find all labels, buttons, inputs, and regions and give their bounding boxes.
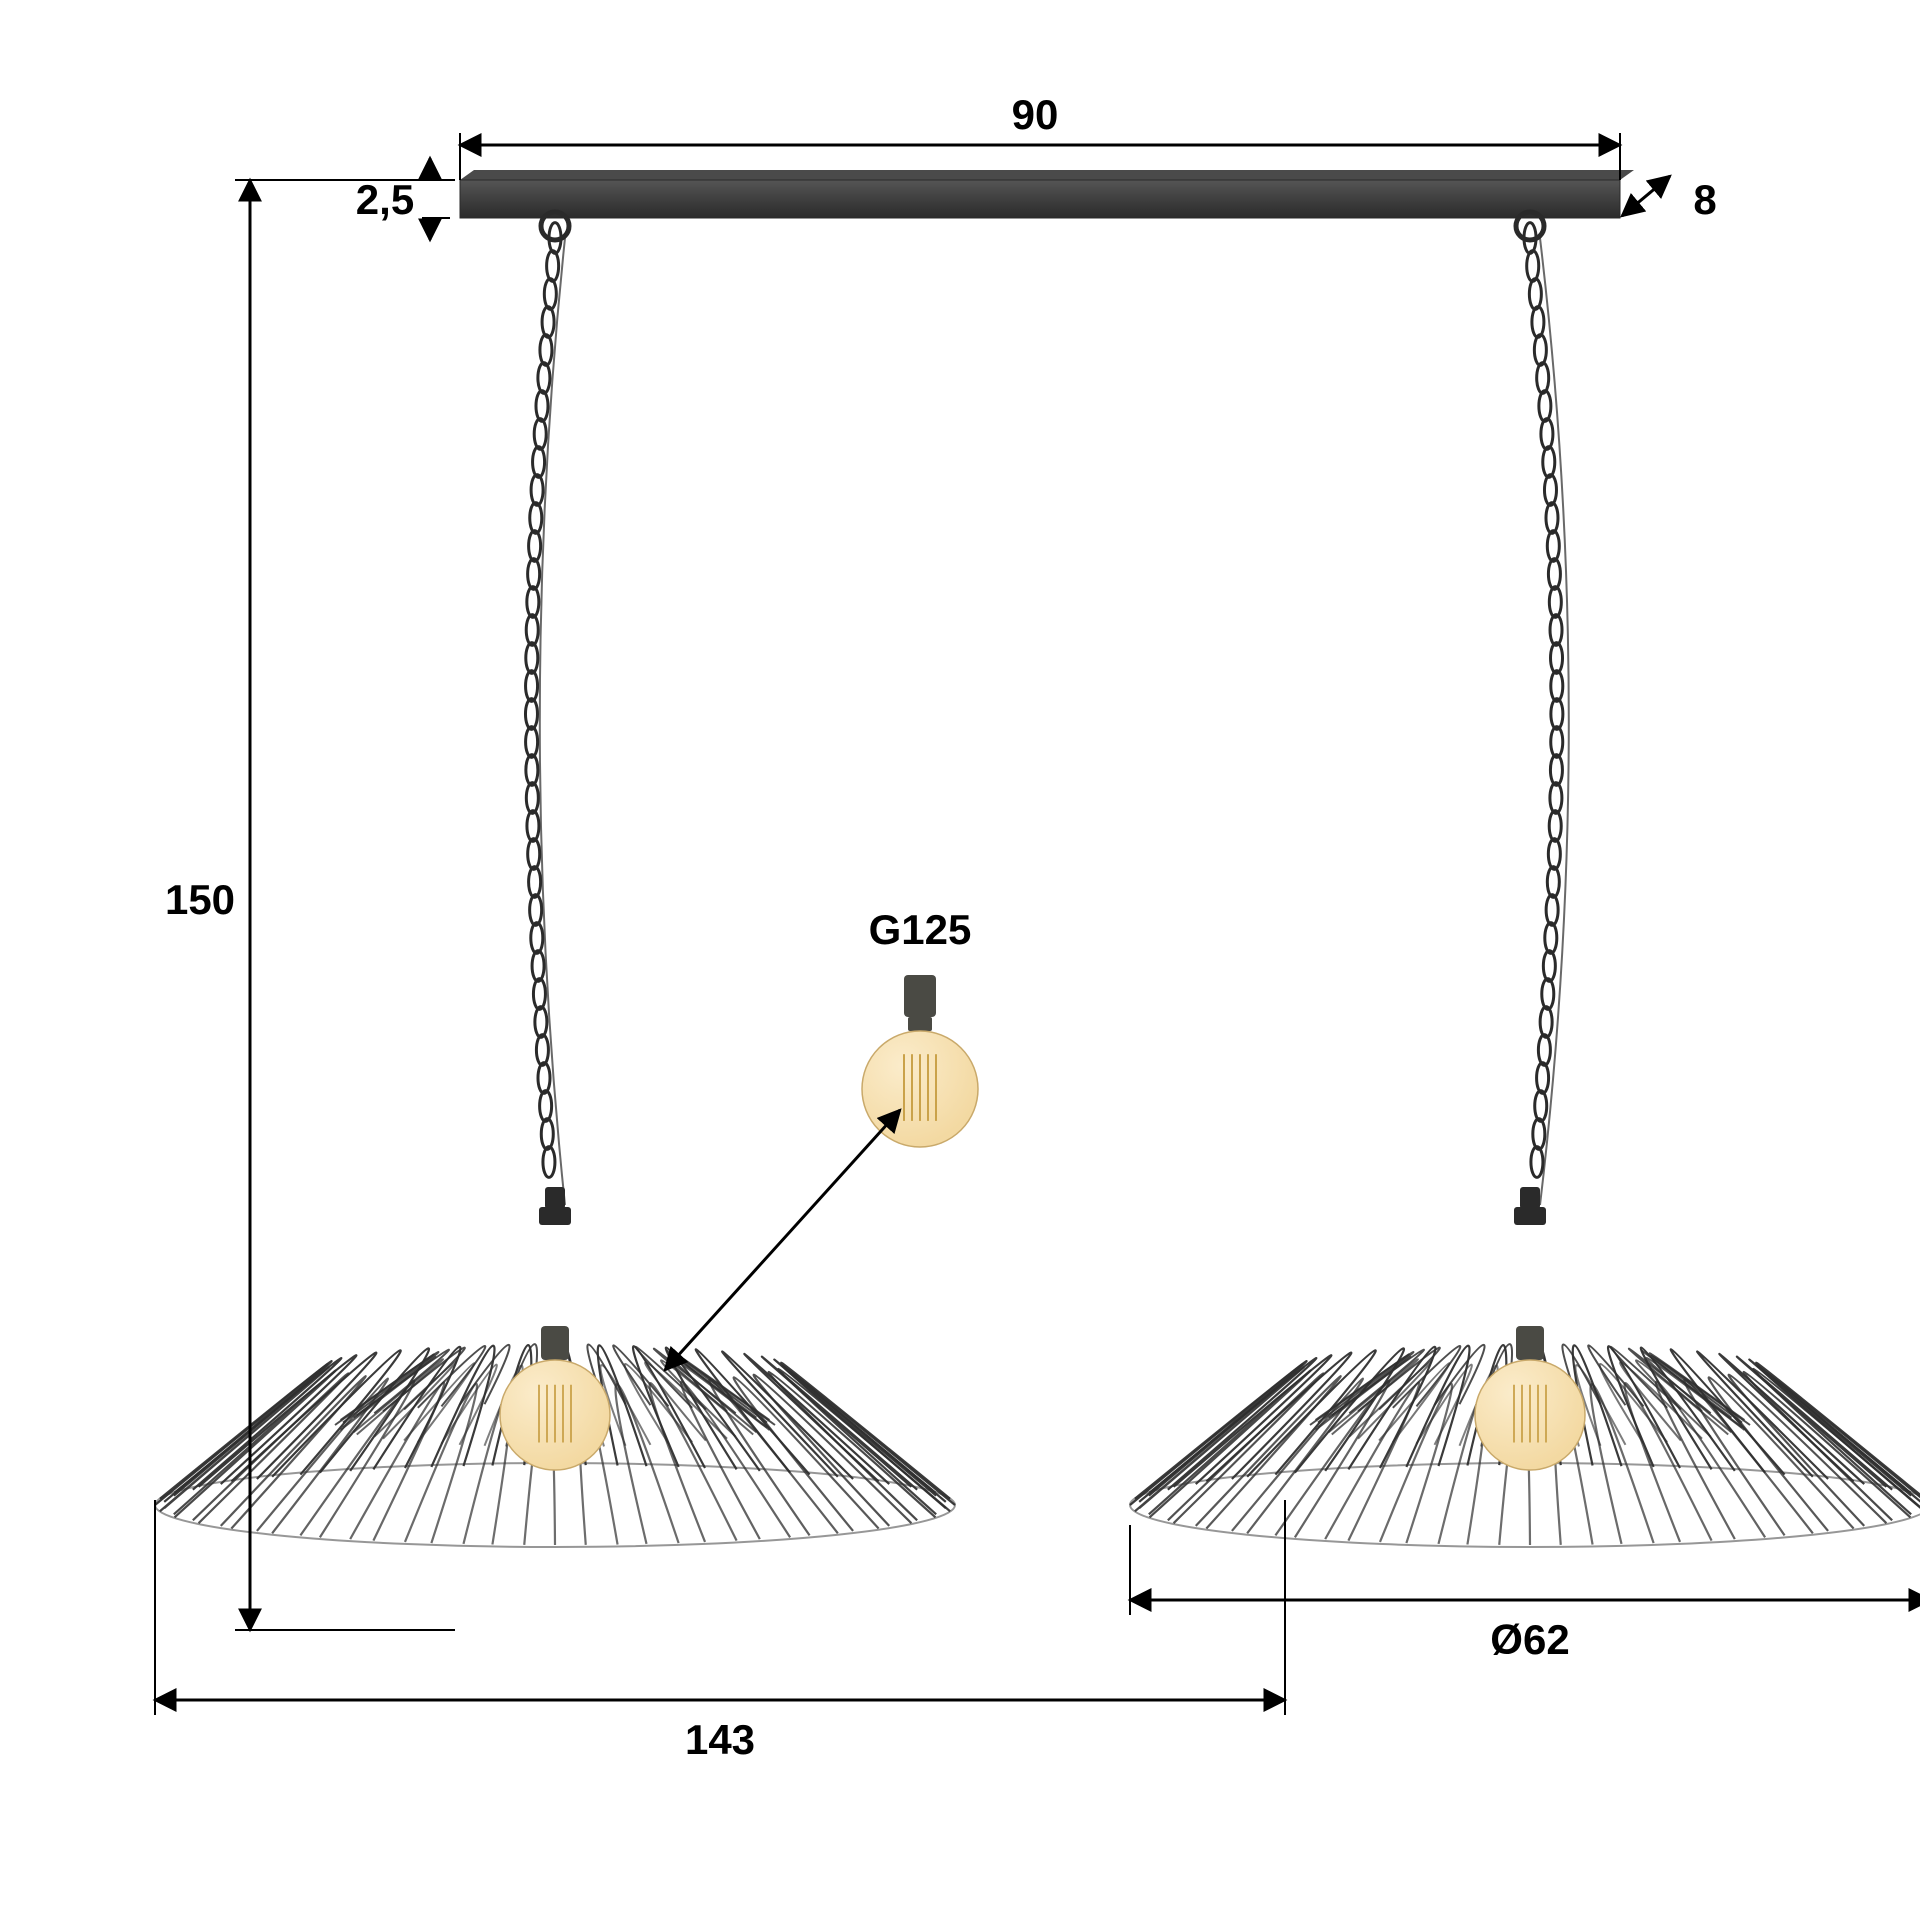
dim-bar-width: 90	[1012, 91, 1059, 139]
dim-shade-diameter: Ø62	[1490, 1616, 1569, 1664]
dim-height-total: 150	[165, 876, 235, 924]
ceiling-bar-top	[460, 170, 1634, 180]
lamp-shade	[1130, 1187, 1920, 1547]
dim-bulb-type: G125	[869, 906, 972, 954]
chain	[525, 223, 565, 1205]
ceiling-bar	[460, 180, 1620, 218]
bulb-socket	[541, 1326, 569, 1360]
bulb-callout	[862, 975, 978, 1147]
bulb-socket	[1516, 1326, 1544, 1360]
callout-arrow	[665, 1110, 900, 1370]
dim-total-width: 143	[685, 1716, 755, 1764]
dim-bar-thickness: 2,5	[356, 176, 414, 224]
chain	[1524, 223, 1569, 1205]
lamp-shade	[155, 1187, 955, 1547]
dim-bar-depth: 8	[1693, 176, 1716, 224]
